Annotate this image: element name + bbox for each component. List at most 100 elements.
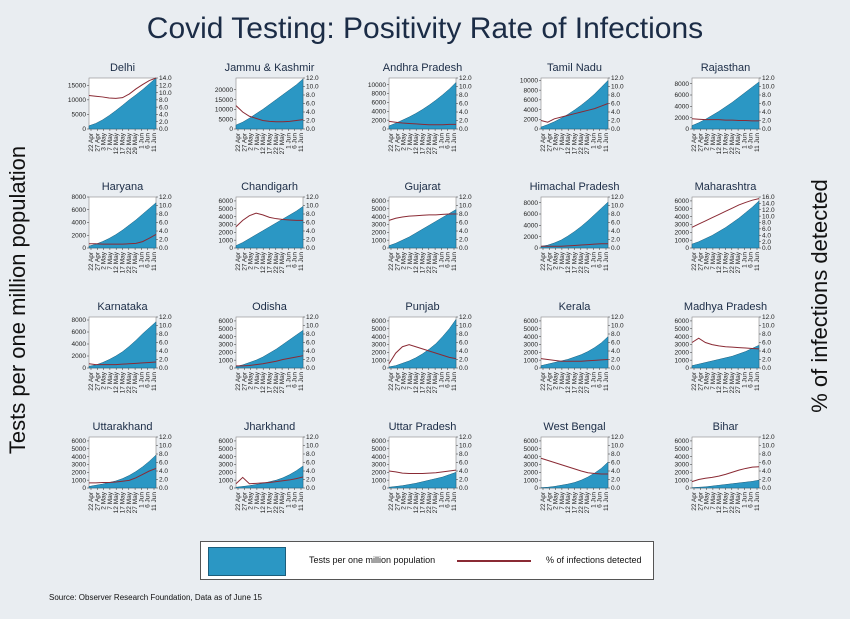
right-tick-label: 10.0	[762, 443, 775, 450]
x-tick-label: 11 Jun	[151, 492, 158, 511]
x-tick-label: 2 May	[401, 371, 408, 389]
left-tick-label: 2000	[524, 350, 539, 357]
legend-area-label: Tests per one million population	[309, 555, 436, 565]
x-tick-label: 6 Jun	[597, 133, 604, 149]
x-tick-label: 22 Apr	[88, 371, 95, 391]
right-tick-label: 0.0	[159, 365, 168, 372]
x-tick-label: 1 Jun	[285, 133, 292, 149]
x-tick-label: 11 Jun	[603, 252, 610, 271]
left-tick-label: 4000	[72, 220, 87, 227]
x-tick-label: 17 May	[420, 491, 427, 513]
tests-area	[691, 200, 760, 249]
right-tick-label: 6.0	[611, 340, 620, 347]
x-tick-label: 27 May	[132, 491, 139, 513]
x-tick-label: 1 Jun	[590, 252, 597, 268]
right-tick-label: 0.0	[159, 245, 168, 252]
x-tick-label: 6 Jun	[597, 252, 604, 268]
x-tick-label: 7 May	[107, 132, 114, 150]
x-tick-label: 17 May	[723, 132, 730, 154]
right-tick-label: 4.0	[611, 468, 620, 475]
panel-uttarakhand: Uttarakhand01000200030004000500060000.02…	[72, 421, 173, 513]
x-tick-label: 27 Apr	[697, 371, 704, 391]
positivity-line	[235, 105, 304, 123]
panel-karnataka: Karnataka 0 2000 4000 6000 8000 0.02.0 4.06.0 8.…	[72, 301, 173, 393]
right-tick-label: 12.0	[306, 75, 319, 82]
x-tick-label: 22 Apr	[388, 251, 395, 271]
left-tick-label: 3000	[524, 462, 539, 469]
panel-title: Andhra Pradesh	[383, 62, 463, 74]
x-tick-label: 22 Apr	[388, 371, 395, 391]
right-tick-label: 4.0	[159, 468, 168, 475]
left-tick-label: 1000	[72, 477, 87, 484]
left-tick-label: 1000	[219, 357, 234, 364]
right-tick-label: 2.0	[611, 118, 620, 125]
x-tick-label: 12 May	[413, 132, 420, 154]
x-tick-label: 2 May	[248, 491, 255, 509]
right-tick-label: 12.0	[306, 434, 319, 441]
right-tick-label: 10.0	[459, 203, 472, 210]
panel-title: Odisha	[252, 301, 288, 313]
x-tick-label: 17 May	[120, 132, 127, 154]
left-tick-label: 2000	[524, 116, 539, 123]
left-tick-label: 3000	[372, 222, 387, 229]
left-tick-label: 4000	[675, 104, 690, 111]
left-tick-label: 2000	[524, 470, 539, 477]
x-tick-label: 22 May	[273, 251, 280, 273]
right-tick-label: 0.0	[159, 126, 168, 133]
x-tick-label: 6 Jun	[597, 492, 604, 508]
left-tick-label: 1000	[372, 237, 387, 244]
right-tick-label: 8.0	[306, 331, 315, 338]
right-tick-label: 12.0	[459, 75, 472, 82]
left-tick-label: 5000	[372, 206, 387, 213]
panel-title: Uttarakhand	[93, 421, 153, 433]
right-tick-label: 8.0	[611, 331, 620, 338]
x-tick-label: 27 May	[432, 491, 439, 513]
right-tick-label: 4.0	[159, 112, 168, 119]
left-tick-label: 6000	[219, 438, 234, 445]
x-tick-label: 22 Apr	[235, 251, 242, 271]
positivity-line	[691, 466, 760, 483]
right-tick-label: 0.0	[306, 245, 315, 252]
x-tick-label: 7 May	[407, 371, 414, 389]
right-tick-label: 4.0	[762, 468, 771, 475]
left-tick-label: 0	[685, 485, 689, 492]
left-tick-label: 6000	[72, 329, 87, 336]
x-tick-label: 11 Jun	[451, 252, 458, 271]
left-tick-label: 5000	[675, 206, 690, 213]
x-tick-label: 27 May	[735, 491, 742, 513]
positivity-line	[89, 233, 157, 245]
right-tick-label: 6.0	[459, 460, 468, 467]
right-tick-label: 2.0	[459, 118, 468, 125]
x-tick-label: 22 May	[273, 491, 280, 513]
left-tick-label: 6000	[524, 318, 539, 325]
right-tick-label: 10.0	[459, 84, 472, 91]
x-tick-label: 2 May	[101, 491, 108, 509]
x-tick-label: 11 Jun	[151, 372, 158, 391]
x-tick-label: 22 Apr	[88, 491, 95, 511]
x-tick-label: 2 May	[704, 132, 711, 150]
right-tick-label: 8.0	[459, 211, 468, 218]
x-tick-label: 11 Jun	[603, 133, 610, 152]
right-tick-label: 10.0	[159, 203, 172, 210]
left-tick-label: 5000	[675, 446, 690, 453]
right-tick-label: 14.0	[159, 75, 172, 82]
right-tick-label: 12.0	[459, 314, 472, 321]
x-tick-label: 22 May	[729, 491, 736, 513]
x-tick-label: 27 May	[279, 251, 286, 273]
x-tick-label: 7 May	[559, 371, 566, 389]
left-tick-label: 3000	[72, 462, 87, 469]
x-tick-label: 27 Apr	[394, 491, 401, 511]
left-tick-label: 4000	[219, 334, 234, 341]
left-tick-label: 2000	[72, 353, 87, 360]
x-tick-label: 12 May	[413, 491, 420, 513]
panel-title: Uttar Pradesh	[389, 421, 457, 433]
left-tick-label: 10000	[520, 78, 538, 85]
x-tick-label: 17 May	[120, 251, 127, 273]
legend: Tests per one million population % of in…	[200, 541, 654, 580]
x-tick-label: 17 May	[572, 491, 579, 513]
